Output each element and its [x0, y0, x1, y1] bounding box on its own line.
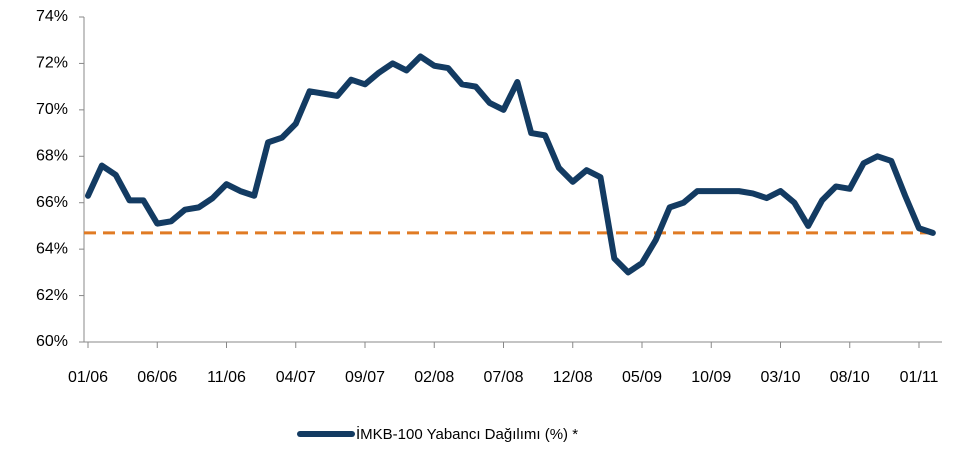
x-tick-label: 11/06	[207, 369, 246, 386]
x-tick-label: 04/07	[276, 369, 316, 386]
x-tick-label: 09/07	[345, 369, 385, 386]
y-tick-label: 68%	[36, 148, 68, 165]
x-tick-label: 01/06	[68, 369, 108, 386]
x-tick-label: 12/08	[553, 369, 593, 386]
x-tick-label: 08/10	[830, 369, 870, 386]
y-tick-label: 74%	[36, 8, 68, 25]
y-tick-label: 72%	[36, 55, 68, 72]
x-tick-label: 10/09	[691, 369, 731, 386]
x-tick-label: 06/06	[137, 369, 177, 386]
legend-label: İMKB-100 Yabancı Dağılımı (%) *	[356, 425, 578, 443]
data-line	[85, 53, 936, 276]
y-tick-label: 62%	[36, 287, 68, 304]
x-tick-label: 03/10	[760, 369, 800, 386]
y-tick-label: 66%	[36, 194, 68, 211]
x-tick-label: 01/11	[900, 369, 939, 386]
x-tick-label: 02/08	[414, 369, 454, 386]
y-tick-label: 64%	[36, 240, 68, 257]
x-tick-label: 07/08	[483, 369, 523, 386]
x-tick-label: 05/09	[622, 369, 662, 386]
y-tick-label: 70%	[36, 101, 68, 118]
y-tick-label: 60%	[36, 333, 68, 350]
